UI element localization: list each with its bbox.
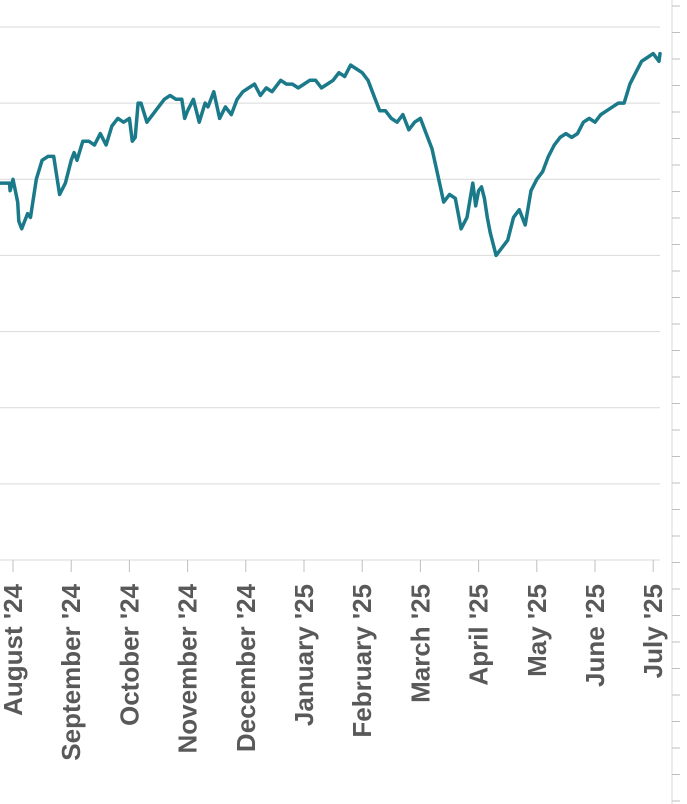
x-tick-label: October '24 (114, 583, 144, 726)
series-line (0, 51, 662, 258)
x-tick-label: June '25 (580, 584, 610, 687)
x-tick-label: August '24 (0, 583, 28, 715)
x-axis-labels: August '24 September '24 October '24 Novemb… (0, 583, 668, 760)
x-tick-label: September '24 (56, 583, 86, 760)
x-axis-ticks (12, 560, 654, 572)
x-tick-label: April '25 (464, 584, 494, 686)
x-tick-label: July '25 (638, 584, 668, 678)
x-tick-label: December '24 (231, 583, 261, 752)
x-tick-label: May '25 (522, 584, 552, 677)
right-axis-ticks (671, 0, 680, 804)
x-tick-label: November '24 (173, 583, 203, 753)
x-tick-label: February '25 (347, 584, 377, 738)
gridlines (0, 26, 660, 485)
x-tick-label: March '25 (405, 584, 435, 703)
x-tick-label: January '25 (289, 584, 319, 726)
